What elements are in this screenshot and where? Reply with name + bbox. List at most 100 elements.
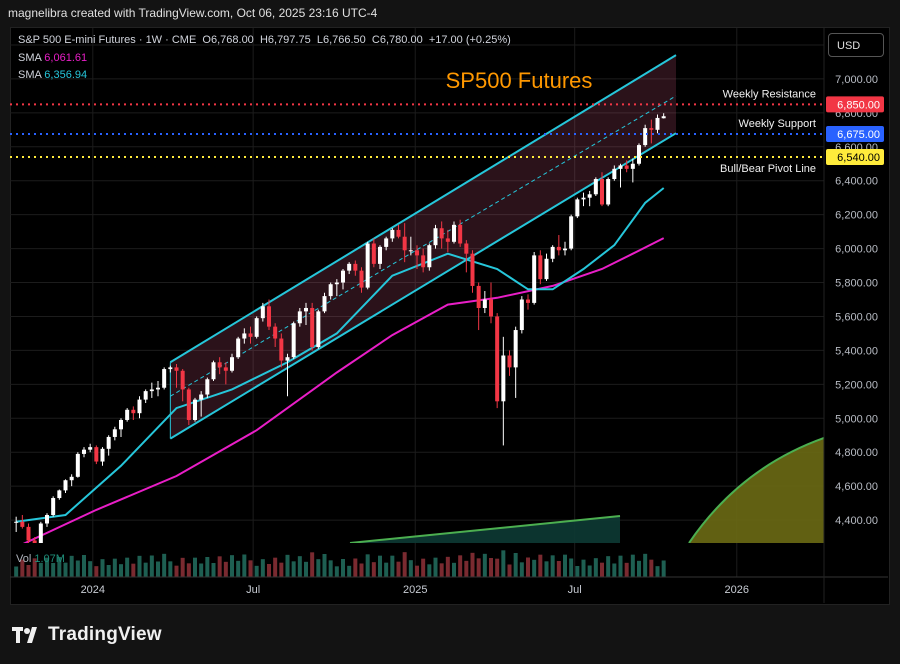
- candle-body: [51, 498, 56, 516]
- volume-bar: [14, 566, 19, 577]
- volume-bar: [75, 560, 80, 577]
- sma-slow-line: [22, 237, 665, 543]
- candle-body: [439, 228, 444, 239]
- candle-body: [649, 128, 654, 130]
- volume-bar: [347, 565, 352, 577]
- x-tick-label: Jul: [246, 584, 260, 596]
- candle-body: [353, 263, 358, 271]
- candle-body: [482, 299, 487, 308]
- candle-body: [544, 258, 549, 280]
- volume-bar: [149, 555, 154, 577]
- candle-body: [297, 311, 302, 324]
- y-tick-label: 5,800.00: [835, 278, 878, 290]
- candle-body: [606, 179, 611, 205]
- candle-body: [550, 246, 555, 259]
- volume-bar: [544, 561, 549, 577]
- volume-bar: [112, 558, 117, 577]
- volume-bar: [279, 562, 284, 577]
- volume-bar: [125, 557, 130, 577]
- volume-bar: [526, 557, 530, 577]
- volume-bar: [452, 562, 456, 577]
- candle-body: [106, 436, 111, 449]
- volume-bar: [464, 560, 469, 577]
- candle-body: [26, 526, 31, 541]
- volume-bar: [186, 563, 191, 577]
- candle-body: [242, 333, 247, 339]
- level-price-tag: [826, 148, 884, 165]
- volume-bar: [106, 565, 111, 577]
- candle-body: [655, 117, 660, 130]
- volume-bar: [624, 562, 629, 577]
- candle-body: [378, 246, 382, 264]
- volume-bar: [470, 552, 475, 577]
- high-value: 6,797.75: [267, 34, 311, 46]
- volume-bar: [205, 557, 210, 577]
- volume-bar: [174, 565, 179, 577]
- candle-body: [14, 521, 19, 523]
- volume-bar: [587, 565, 592, 577]
- currency-button[interactable]: USD: [828, 33, 884, 57]
- volume-bar: [260, 559, 265, 577]
- candle-body: [260, 306, 265, 319]
- candle-body: [661, 116, 666, 119]
- chart-attribution: magnelibra created with TradingView.com,…: [8, 6, 378, 20]
- chart-title: SP500 Futures: [446, 68, 593, 93]
- level-price-tag: [826, 96, 884, 113]
- volume-bar: [415, 565, 419, 577]
- low-value: 6,766.50: [322, 34, 366, 46]
- candle-body: [341, 270, 345, 283]
- level-price-label: 6,675.00: [837, 129, 880, 141]
- y-tick-label: 4,800.00: [835, 447, 878, 459]
- candle-body: [575, 199, 580, 217]
- candle-body: [402, 236, 407, 251]
- volume-bar: [378, 555, 382, 577]
- volume-bar: [242, 554, 247, 577]
- volume-bar: [569, 558, 574, 577]
- sma-fast-line: [16, 187, 665, 523]
- volume-bar: [593, 558, 598, 577]
- candle-body: [421, 255, 426, 268]
- sma-fast-legend[interactable]: SMA 6,061.61: [18, 52, 88, 64]
- candle-body: [624, 165, 629, 169]
- candle-body: [452, 224, 456, 242]
- brand-name: TradingView: [48, 624, 162, 645]
- candle-body: [32, 540, 37, 543]
- y-tick-label: 6,200.00: [835, 210, 878, 222]
- candle-body: [162, 369, 167, 388]
- candle-body: [94, 447, 99, 462]
- volume-bar: [341, 559, 345, 577]
- volume-bar: [445, 556, 450, 577]
- volume-bar: [581, 559, 586, 577]
- volume-bar: [211, 563, 216, 577]
- volume-bar: [119, 564, 123, 577]
- candle-body: [310, 307, 315, 348]
- candle-body: [137, 399, 142, 414]
- volume-bar: [556, 561, 561, 577]
- candle-body: [569, 216, 574, 249]
- symbol-name[interactable]: S&P 500 E-mini Futures · 1W · CME: [18, 34, 197, 46]
- volume-bar: [661, 560, 666, 577]
- x-tick-label: 2025: [403, 584, 427, 596]
- candle-body: [193, 399, 197, 420]
- candle-body: [82, 449, 86, 454]
- candle-body: [495, 316, 500, 402]
- x-tick-label: 2024: [81, 584, 105, 596]
- volume-bar: [365, 554, 370, 577]
- y-tick-label: 4,400.00: [835, 515, 878, 527]
- candle-body: [630, 163, 635, 169]
- volume-bar: [649, 559, 654, 577]
- volume-bar: [476, 558, 481, 577]
- volume-bar: [427, 564, 432, 577]
- volume-bar: [618, 555, 623, 577]
- candle-body: [556, 246, 561, 251]
- volume-bar: [230, 555, 234, 577]
- candle-body: [291, 323, 296, 358]
- volume-bar: [630, 554, 635, 577]
- volume-bar: [82, 555, 86, 577]
- volume-bar: [236, 560, 241, 577]
- volume-bar: [538, 554, 543, 577]
- candle-body: [205, 379, 210, 395]
- volume-bar: [310, 552, 315, 577]
- sma-slow-legend[interactable]: SMA 6,356.94: [18, 69, 88, 81]
